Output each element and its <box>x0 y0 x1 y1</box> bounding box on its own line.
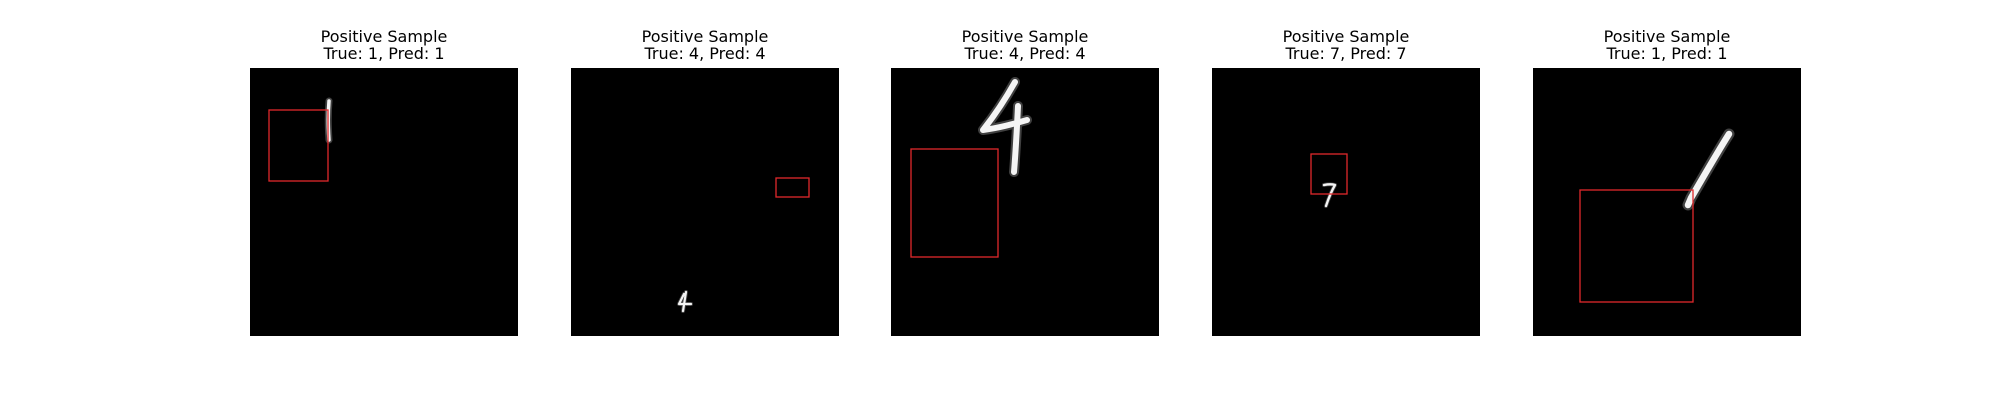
panel-title: Positive Sample True: 1, Pred: 1 <box>210 28 558 62</box>
panel-title-line-1: Positive Sample <box>1282 27 1410 46</box>
digit-stroke <box>1684 130 1733 209</box>
panel-title-line-2: True: 1, Pred: 1 <box>323 44 445 63</box>
digit-stroke <box>1322 183 1337 208</box>
panel-title-line-1: Positive Sample <box>1603 27 1731 46</box>
sample-panel-3: Positive Sample True: 4, Pred: 4 <box>891 0 1159 340</box>
digit-image <box>891 68 1159 336</box>
detection-box <box>1310 153 1348 195</box>
sample-panel-1: Positive Sample True: 1, Pred: 1 <box>250 0 518 340</box>
panel-title-line-2: True: 4, Pred: 4 <box>964 44 1086 63</box>
panel-title-line-2: True: 4, Pred: 4 <box>644 44 766 63</box>
panel-title: Positive Sample True: 7, Pred: 7 <box>1172 28 1520 62</box>
panel-title-line-1: Positive Sample <box>320 27 448 46</box>
detection-box <box>775 177 810 198</box>
panel-title: Positive Sample True: 4, Pred: 4 <box>531 28 879 62</box>
sample-panel-2: Positive Sample True: 4, Pred: 4 <box>571 0 839 340</box>
panel-title: Positive Sample True: 4, Pred: 4 <box>851 28 1199 62</box>
sample-panel-5: Positive Sample True: 1, Pred: 1 <box>1533 0 1801 340</box>
detection-box <box>910 148 999 258</box>
panel-title-line-1: Positive Sample <box>961 27 1089 46</box>
digit-image <box>571 68 839 336</box>
digit-image <box>1212 68 1480 336</box>
sample-panel-4: Positive Sample True: 7, Pred: 7 <box>1212 0 1480 340</box>
panel-title-line-2: True: 7, Pred: 7 <box>1285 44 1407 63</box>
panel-title: Positive Sample True: 1, Pred: 1 <box>1493 28 1841 62</box>
digit-stroke <box>677 290 693 313</box>
detection-box <box>268 109 329 182</box>
digit-image <box>250 68 518 336</box>
panel-title-line-2: True: 1, Pred: 1 <box>1606 44 1728 63</box>
panel-title-line-1: Positive Sample <box>641 27 769 46</box>
digit-image <box>1533 68 1801 336</box>
digit-stroke <box>980 79 1030 175</box>
detection-box <box>1579 189 1694 303</box>
